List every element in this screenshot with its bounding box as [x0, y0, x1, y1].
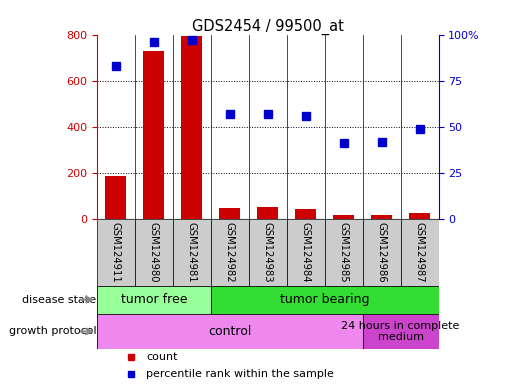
- Bar: [134, 219, 173, 286]
- Text: GSM124980: GSM124980: [149, 222, 158, 283]
- Bar: [324, 219, 362, 286]
- Text: GSM124911: GSM124911: [110, 222, 121, 283]
- Bar: [97, 314, 362, 349]
- Bar: [105, 177, 126, 219]
- Bar: [97, 219, 134, 286]
- Text: GSM124987: GSM124987: [414, 222, 424, 283]
- Text: GSM124982: GSM124982: [224, 222, 234, 283]
- Bar: [181, 36, 202, 219]
- Bar: [362, 219, 400, 286]
- Bar: [97, 286, 210, 314]
- Text: count: count: [146, 352, 178, 362]
- Text: tumor free: tumor free: [120, 293, 187, 306]
- Bar: [362, 314, 438, 349]
- Text: GSM124986: GSM124986: [376, 222, 386, 283]
- Bar: [371, 215, 391, 219]
- Bar: [295, 210, 316, 219]
- Text: disease state: disease state: [22, 295, 96, 305]
- Text: GSM124984: GSM124984: [300, 222, 310, 283]
- Text: 24 hours in complete
medium: 24 hours in complete medium: [341, 321, 459, 342]
- Text: GSM124985: GSM124985: [338, 222, 348, 283]
- Bar: [286, 219, 324, 286]
- Bar: [210, 286, 438, 314]
- Bar: [219, 208, 240, 219]
- Text: control: control: [208, 325, 251, 338]
- Bar: [257, 207, 277, 219]
- Bar: [400, 219, 438, 286]
- Bar: [143, 51, 164, 219]
- Title: GDS2454 / 99500_at: GDS2454 / 99500_at: [191, 18, 343, 35]
- Text: GSM124981: GSM124981: [186, 222, 196, 283]
- Bar: [248, 219, 286, 286]
- Bar: [210, 219, 248, 286]
- Bar: [408, 213, 429, 219]
- Text: GSM124983: GSM124983: [262, 222, 272, 283]
- Bar: [173, 219, 210, 286]
- Text: tumor bearing: tumor bearing: [279, 293, 369, 306]
- Text: growth protocol: growth protocol: [9, 326, 96, 336]
- Bar: [332, 215, 353, 219]
- Text: percentile rank within the sample: percentile rank within the sample: [146, 369, 334, 379]
